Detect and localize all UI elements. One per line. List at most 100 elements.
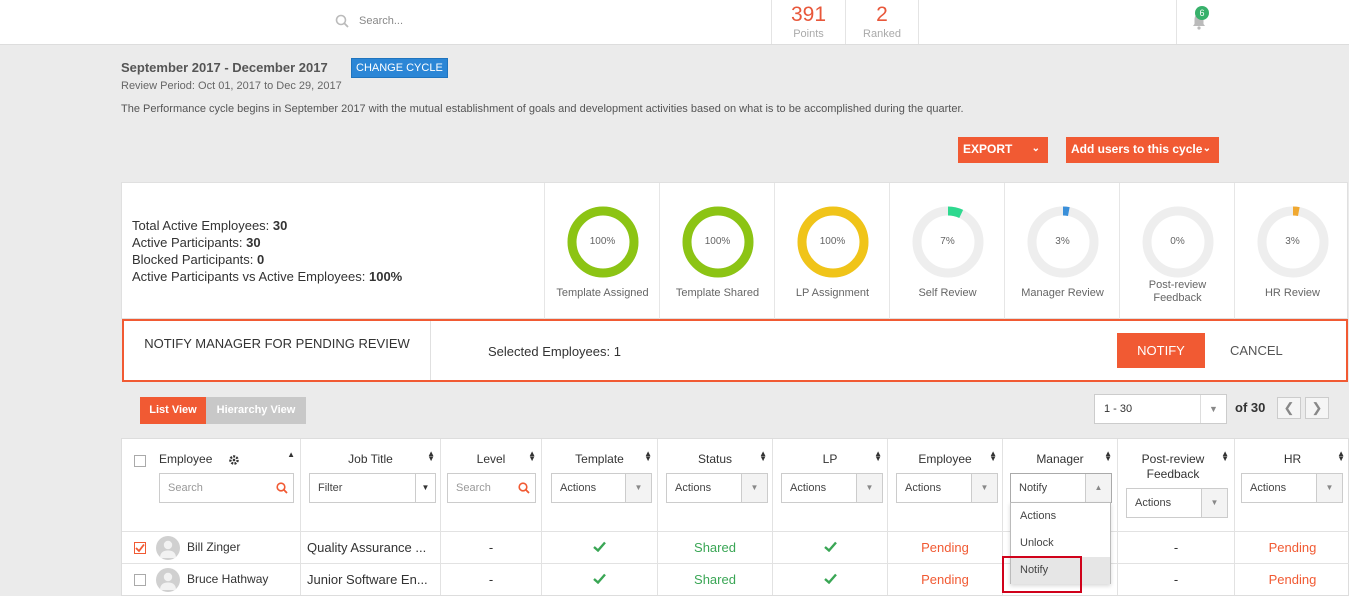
manager-actions-select[interactable]: Notify ▲ (1010, 473, 1112, 503)
ring-percent: 100% (819, 236, 846, 247)
col-lp[interactable]: LP ▲ ▼ Actions ▼ (773, 439, 888, 531)
employee-cell[interactable]: Bruce Hathway (122, 564, 301, 595)
table-row[interactable]: Bill Zinger Quality Assurance ... - Shared P… (122, 531, 1349, 563)
col-post-review[interactable]: Post-review Feedback ▲ ▼ Actions ▼ (1118, 439, 1235, 531)
status-cell: Shared (658, 564, 773, 595)
sort-icon[interactable]: ▲ ▼ (528, 449, 536, 463)
next-page-button[interactable]: ❯ (1305, 397, 1329, 419)
gear-icon[interactable] (228, 454, 240, 466)
ring-track (1142, 206, 1214, 278)
progress-ring (567, 206, 639, 278)
divider (430, 321, 431, 380)
chevron-down-icon: ▼ (1201, 489, 1227, 517)
search-box[interactable]: Search... (335, 14, 403, 28)
export-button[interactable]: EXPORT ⌄ (958, 137, 1048, 163)
search-placeholder[interactable]: Search... (359, 15, 404, 27)
sort-icon[interactable]: ▲ ▼ (644, 449, 652, 463)
ring-fill (1027, 206, 1099, 278)
sort-icon[interactable]: ▲ ▼ (1337, 449, 1345, 463)
select-all-checkbox[interactable] (134, 455, 146, 467)
change-cycle-button[interactable]: CHANGE CYCLE (351, 58, 448, 78)
notify-button[interactable]: NOTIFY (1117, 333, 1205, 368)
avatar (156, 536, 180, 560)
employee-table: Employee ▲ Search Job Title ▲ ▼ Filter ▼ … (121, 438, 1349, 596)
sort-icon[interactable]: ▲ ▼ (989, 449, 997, 463)
ring-fill (567, 206, 639, 278)
employee-search-input[interactable]: Search (159, 473, 294, 503)
sort-icon[interactable]: ▲ ▼ (427, 449, 435, 463)
post-review-actions-select[interactable]: Actions ▼ (1126, 488, 1228, 518)
points-label: Points (793, 28, 824, 40)
dropdown-option-actions[interactable]: Actions (1020, 510, 1057, 522)
dropdown-option-notify[interactable]: Notify (1011, 557, 1110, 584)
employee-review-actions-select[interactable]: Actions ▼ (896, 473, 998, 503)
col-manager[interactable]: Manager ▲ ▼ Notify ▲ (1003, 439, 1118, 531)
lp-actions-select[interactable]: Actions ▼ (781, 473, 883, 503)
chevron-up-icon: ▲ (1085, 474, 1111, 502)
ring-percent: 3% (1055, 236, 1070, 247)
notification-badge: 6 (1195, 6, 1209, 20)
ring-3: 7% Self Review (889, 183, 1004, 320)
sort-icon[interactable]: ▲ ▼ (1104, 449, 1112, 463)
col-template[interactable]: Template ▲ ▼ Actions ▼ (542, 439, 658, 531)
ring-5: 0% Post-review Feedback (1119, 183, 1234, 320)
employee-name[interactable]: Bill Zinger (187, 540, 241, 554)
hierarchy-view-button[interactable]: Hierarchy View (206, 397, 306, 424)
row-checkbox[interactable] (134, 542, 146, 554)
hr-review-cell: Pending (1268, 572, 1317, 587)
sort-icon[interactable]: ▲ ▼ (874, 449, 882, 463)
ring-0: 100% Template Assigned (544, 183, 659, 320)
sort-icon[interactable]: ▲ (287, 450, 295, 459)
add-users-button[interactable]: Add users to this cycle ⌄ (1066, 137, 1219, 163)
review-period: Review Period: Oct 01, 2017 to Dec 29, 2… (121, 80, 342, 92)
level-search-input[interactable]: Search (447, 473, 536, 503)
col-status[interactable]: Status ▲ ▼ Actions ▼ (658, 439, 773, 531)
sort-icon[interactable]: ▲ ▼ (1221, 449, 1229, 463)
col-level[interactable]: Level ▲ ▼ Search (441, 439, 542, 531)
ratio-value: 100% (368, 269, 403, 284)
col-hr[interactable]: HR ▲ ▼ Actions ▼ (1235, 439, 1349, 531)
ring-percent: 3% (1285, 236, 1300, 247)
ranked-stat[interactable]: 2 Ranked (845, 0, 919, 44)
ring-label: Template Assigned (556, 287, 649, 299)
level-cell: - (441, 532, 542, 563)
prev-page-button[interactable]: ❮ (1277, 397, 1301, 419)
template-actions-select[interactable]: Actions ▼ (551, 473, 652, 503)
dropdown-option-unlock[interactable]: Unlock (1020, 537, 1054, 549)
sort-icon[interactable]: ▲ ▼ (759, 449, 767, 463)
progress-ring (1257, 206, 1329, 278)
notifications[interactable]: 6 (1176, 0, 1349, 44)
post-review-cell: - (1118, 532, 1235, 563)
col-employee[interactable]: Employee ▲ Search (122, 439, 301, 531)
hr-actions-select[interactable]: Actions ▼ (1241, 473, 1343, 503)
ring-1: 100% Template Shared (659, 183, 774, 320)
page-range-select[interactable]: 1 - 30 ▼ (1094, 394, 1227, 424)
active-participants-value: 30 (246, 235, 261, 250)
cancel-button[interactable]: CANCEL (1230, 343, 1283, 358)
ring-label: LP Assignment (795, 287, 870, 299)
search-icon (335, 14, 349, 28)
ring-fill (912, 206, 984, 278)
level-cell: - (441, 564, 542, 595)
ring-percent: 0% (1170, 236, 1185, 247)
selected-employees: Selected Employees: 1 (488, 344, 621, 359)
ring-percent: 7% (940, 236, 955, 247)
list-view-button[interactable]: List View (140, 397, 206, 424)
blocked-value: 0 (257, 252, 265, 267)
employee-cell[interactable]: Bill Zinger (122, 532, 301, 563)
avatar (156, 568, 180, 592)
points-stat[interactable]: 391 Points (771, 0, 845, 44)
ring-percent: 100% (704, 236, 731, 247)
status-actions-select[interactable]: Actions ▼ (666, 473, 768, 503)
col-job-title[interactable]: Job Title ▲ ▼ Filter ▼ (301, 439, 441, 531)
col-employee-review[interactable]: Employee ▲ ▼ Actions ▼ (888, 439, 1003, 531)
employee-review-cell: Pending (888, 564, 1003, 595)
progress-ring (797, 206, 869, 278)
manager-actions-dropdown[interactable]: Actions Unlock Notify (1010, 502, 1111, 584)
employee-name[interactable]: Bruce Hathway (187, 572, 269, 586)
lp-check-icon (773, 532, 888, 563)
chevron-down-icon: ▼ (625, 474, 651, 502)
row-checkbox[interactable] (134, 574, 146, 586)
table-row[interactable]: Bruce Hathway Junior Software En... - Share… (122, 563, 1349, 595)
job-title-filter[interactable]: Filter ▼ (309, 473, 436, 503)
